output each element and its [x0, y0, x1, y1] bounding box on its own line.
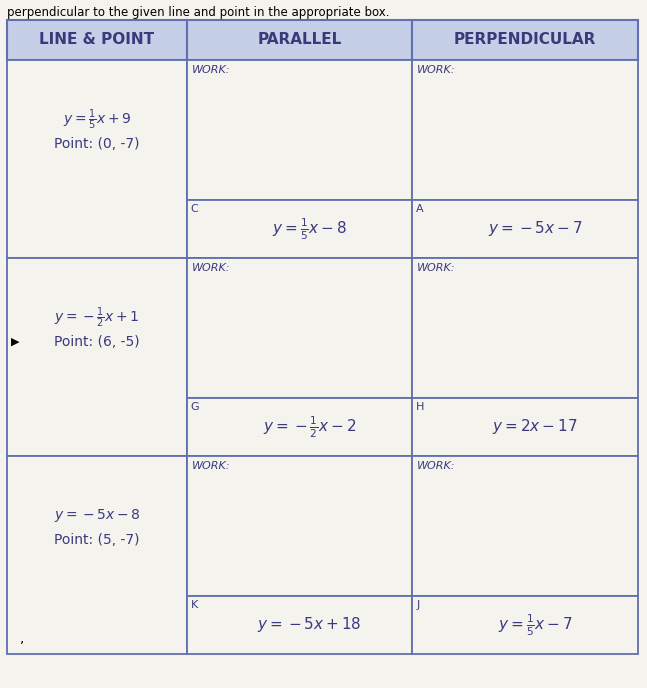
Text: Point: (6, -5): Point: (6, -5) [54, 335, 140, 349]
Text: $y = -5x - 7$: $y = -5x - 7$ [488, 219, 582, 239]
Text: J: J [416, 600, 419, 610]
Polygon shape [412, 456, 638, 596]
Polygon shape [187, 20, 412, 60]
Text: ▶: ▶ [11, 337, 19, 347]
Text: K: K [191, 600, 198, 610]
Text: $y = \frac{1}{5}x + 9$: $y = \frac{1}{5}x + 9$ [63, 108, 131, 132]
Polygon shape [7, 456, 187, 654]
Text: A: A [416, 204, 424, 214]
Text: Point: (0, -7): Point: (0, -7) [54, 137, 140, 151]
Text: H: H [416, 402, 424, 412]
Text: WORK:: WORK: [417, 65, 455, 75]
Polygon shape [187, 456, 412, 596]
Text: $y = \frac{1}{5}x - 7$: $y = \frac{1}{5}x - 7$ [498, 612, 573, 638]
Text: PERPENDICULAR: PERPENDICULAR [454, 32, 597, 47]
Polygon shape [7, 258, 187, 456]
Text: $y = -5x + 18$: $y = -5x + 18$ [258, 616, 362, 634]
Polygon shape [187, 60, 412, 200]
Polygon shape [7, 60, 187, 258]
Polygon shape [7, 20, 187, 60]
Polygon shape [412, 200, 638, 258]
Text: G: G [191, 402, 199, 412]
Polygon shape [412, 60, 638, 200]
Text: $y = -5x - 8$: $y = -5x - 8$ [54, 508, 140, 524]
Text: LINE & POINT: LINE & POINT [39, 32, 155, 47]
Text: $y = -\frac{1}{2}x - 2$: $y = -\frac{1}{2}x - 2$ [263, 414, 356, 440]
Text: $y = -\frac{1}{2}x + 1$: $y = -\frac{1}{2}x + 1$ [54, 306, 140, 330]
Text: WORK:: WORK: [417, 461, 455, 471]
Polygon shape [412, 398, 638, 456]
Text: WORK:: WORK: [192, 65, 230, 75]
Polygon shape [187, 258, 412, 398]
Text: C: C [191, 204, 199, 214]
Polygon shape [412, 20, 638, 60]
Polygon shape [412, 258, 638, 398]
Polygon shape [187, 398, 412, 456]
Text: $y = 2x - 17$: $y = 2x - 17$ [492, 418, 578, 436]
Polygon shape [412, 596, 638, 654]
Polygon shape [187, 596, 412, 654]
Text: $y = \frac{1}{5}x - 8$: $y = \frac{1}{5}x - 8$ [272, 216, 347, 241]
Text: perpendicular to the given line and point in the appropriate box.: perpendicular to the given line and poin… [7, 6, 389, 19]
Text: WORK:: WORK: [417, 263, 455, 273]
Polygon shape [187, 200, 412, 258]
Text: WORK:: WORK: [192, 461, 230, 471]
Text: PARALLEL: PARALLEL [258, 32, 342, 47]
Text: Point: (5, -7): Point: (5, -7) [54, 533, 140, 547]
Text: ,: , [20, 631, 24, 645]
Text: WORK:: WORK: [192, 263, 230, 273]
